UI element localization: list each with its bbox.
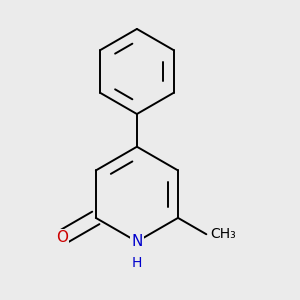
Text: H: H	[132, 256, 142, 270]
Text: O: O	[56, 230, 68, 245]
Text: CH₃: CH₃	[210, 227, 236, 241]
Text: N: N	[131, 234, 142, 249]
